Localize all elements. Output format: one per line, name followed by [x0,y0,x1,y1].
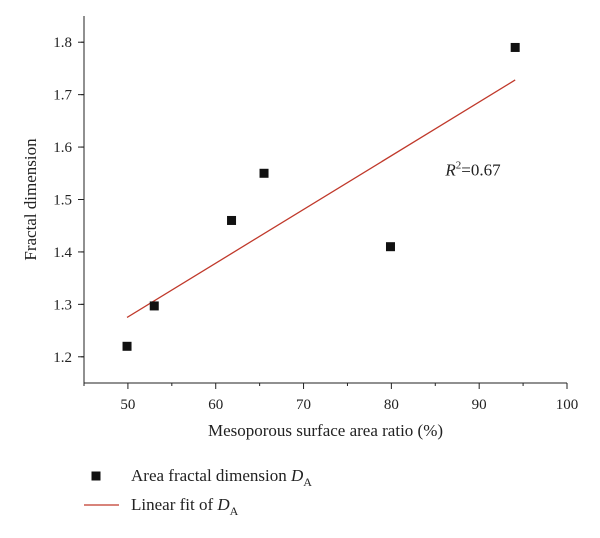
x-axis-title: Mesoporous surface area ratio (%) [208,421,443,440]
r-superscript: 2 [456,160,462,172]
data-point [227,215,237,225]
y-tick-label: 1.7 [53,88,72,104]
linear-fit-line [126,79,516,319]
y-ticks: 1.2 1.3 1.4 1.5 1.6 1.7 1.8 [53,35,84,366]
x-tick-label: 70 [296,397,311,413]
legend-marker-square [91,471,101,481]
legend-label: Area fractal dimension DA [131,466,312,489]
y-tick-label: 1.6 [53,140,72,156]
x-ticks: 50 60 70 80 90 100 [83,383,579,413]
x-tick-label: 100 [556,397,579,413]
r-symbol: R [444,161,456,180]
y-axis-title: Fractal dimension [21,138,40,261]
y-tick-label: 1.3 [53,297,72,313]
legend-label-symbol: D [216,495,230,514]
y-tick-label: 1.2 [53,350,72,366]
x-tick-label: 60 [208,397,223,413]
y-tick-label: 1.4 [53,245,72,261]
legend-label-subscript: A [230,504,239,518]
data-point [385,242,395,252]
legend-label-text: Linear fit of [131,495,217,514]
x-tick-label: 80 [384,397,399,413]
data-point [149,301,159,311]
data-point [510,42,520,52]
x-tick-label: 50 [120,397,135,413]
legend-label-subscript: A [303,475,312,489]
y-tick-label: 1.5 [53,193,72,209]
axes [83,16,567,384]
data-point [259,168,269,178]
y-tick-label: 1.8 [53,35,72,51]
legend-label-symbol: D [290,466,304,485]
x-tick-label: 90 [472,397,487,413]
data-point [122,341,132,351]
r-squared-annotation: R2=0.67 [444,160,501,180]
data-points [122,42,520,351]
legend-label: Linear fit of DA [131,495,239,518]
r-value: =0.67 [461,161,501,180]
legend-label-text: Area fractal dimension [131,466,291,485]
fit-lines [126,79,516,319]
